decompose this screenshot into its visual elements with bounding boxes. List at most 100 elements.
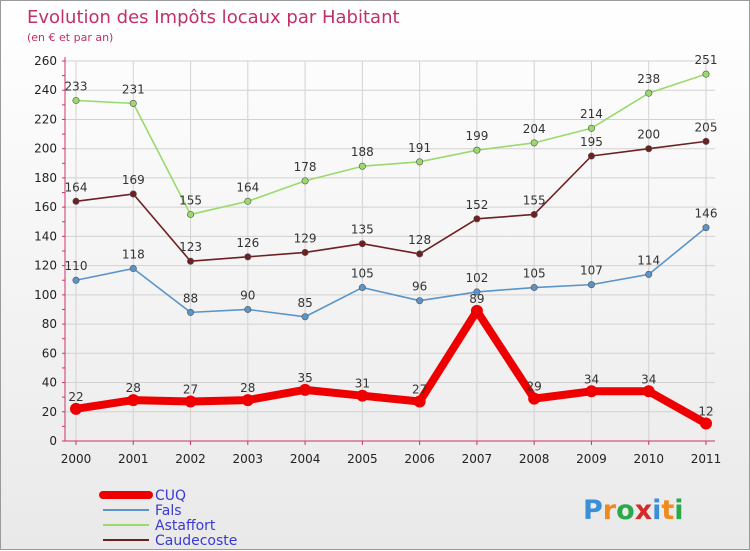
point-astaffort-2004: [301, 177, 309, 185]
point-astaffort-2010: [645, 89, 653, 97]
data-label-caudecoste-2001: 169: [122, 173, 145, 187]
y-tick-label-100: 100: [34, 288, 57, 302]
y-tick-label-160: 160: [34, 200, 57, 214]
data-label-caudecoste-2007: 152: [465, 198, 488, 212]
data-label-cuq-2001: 28: [126, 381, 141, 395]
data-label-astaffort-2001: 231: [122, 82, 145, 96]
x-tick-label-2006: 2006: [404, 452, 435, 466]
data-label-cuq-2010: 34: [641, 372, 656, 386]
data-label-cuq-2007: 89: [469, 292, 484, 306]
data-label-astaffort-2008: 204: [523, 122, 546, 136]
y-tick-label-200: 200: [34, 142, 57, 156]
data-label-caudecoste-2006: 128: [408, 233, 431, 247]
x-tick-label-2009: 2009: [576, 452, 607, 466]
data-label-astaffort-2007: 199: [465, 129, 488, 143]
legend-label-cuq: CUQ: [155, 488, 186, 504]
point-cuq-2009: [585, 385, 598, 398]
point-astaffort-2003: [244, 197, 252, 205]
data-label-cuq-2006: 27: [412, 383, 427, 397]
logo-letter: i: [652, 495, 661, 526]
point-astaffort-2011: [702, 70, 710, 78]
chart-title: Evolution des Impôts locaux par Habitant: [27, 7, 400, 28]
data-label-fals-2008: 105: [523, 267, 546, 281]
gridlines: [65, 60, 715, 442]
point-cuq-2000: [70, 402, 82, 415]
y-tick-label-180: 180: [34, 171, 57, 185]
data-label-fals-2010: 114: [637, 253, 660, 267]
data-label-fals-2006: 96: [412, 280, 427, 294]
point-caudecoste-2001: [129, 190, 137, 198]
point-cuq-2005: [356, 389, 369, 402]
data-label-fals-2009: 107: [580, 264, 603, 278]
data-label-fals-2003: 90: [240, 288, 255, 302]
data-label-caudecoste-2011: 205: [695, 120, 718, 134]
point-fals-2010: [645, 270, 653, 278]
chart-subtitle: (en € et par an): [27, 31, 113, 44]
point-cuq-2006: [413, 395, 426, 408]
point-astaffort-2001: [129, 99, 137, 107]
point-astaffort-2000: [72, 96, 80, 104]
point-fals-2009: [587, 281, 595, 289]
data-label-cuq-2005: 31: [355, 377, 370, 391]
data-label-astaffort-2000: 233: [65, 79, 88, 93]
data-label-fals-2007: 102: [465, 271, 488, 285]
y-tick-label-0: 0: [49, 434, 57, 448]
point-astaffort-2007: [473, 146, 481, 154]
y-tick-label-260: 260: [34, 54, 57, 68]
point-caudecoste-2009: [587, 152, 595, 160]
data-label-caudecoste-2008: 155: [523, 193, 546, 207]
point-caudecoste-2007: [473, 215, 481, 223]
data-label-fals-2011: 146: [695, 207, 718, 221]
point-cuq-2007: [470, 304, 483, 317]
point-fals-2004: [301, 313, 309, 321]
y-tick-label-240: 240: [34, 83, 57, 97]
series-line-caudecoste: [75, 140, 707, 263]
data-label-fals-2001: 118: [122, 248, 145, 262]
logo-letter: o: [616, 495, 635, 526]
x-tick-label-2002: 2002: [175, 452, 206, 466]
point-fals-2006: [416, 297, 424, 305]
data-labels: 233 231 155 164 178 188 191 199 204 214 238 251 164 1…: [65, 53, 718, 418]
axes: 0 20 40 60 80 100 120 140 160 180 200 220 240 260 2000…: [34, 54, 721, 466]
legend-label-fals: Fals: [155, 503, 182, 519]
logo-letter: i: [674, 495, 683, 526]
point-caudecoste-2010: [645, 145, 653, 153]
point-astaffort-2005: [358, 162, 366, 170]
x-tick-label-2008: 2008: [519, 452, 550, 466]
data-label-cuq-2011: 12: [698, 404, 713, 418]
x-tick-label-2007: 2007: [462, 452, 493, 466]
data-label-astaffort-2004: 178: [294, 160, 317, 174]
logo-letter: P: [583, 495, 603, 526]
data-label-caudecoste-2002: 123: [179, 240, 202, 254]
point-cuq-2010: [642, 385, 655, 398]
point-fals-2008: [530, 284, 538, 292]
logo-letter: r: [603, 495, 617, 526]
data-label-caudecoste-2000: 164: [65, 180, 88, 194]
data-label-caudecoste-2009: 195: [580, 135, 603, 149]
data-label-fals-2000: 110: [65, 259, 88, 273]
point-astaffort-2002: [187, 210, 195, 218]
point-caudecoste-2000: [72, 197, 80, 205]
data-label-astaffort-2002: 155: [179, 193, 202, 207]
point-caudecoste-2002: [187, 257, 195, 265]
y-tick-label-140: 140: [34, 229, 57, 243]
data-label-cuq-2003: 28: [240, 381, 255, 395]
point-caudecoste-2003: [244, 253, 252, 261]
point-caudecoste-2004: [301, 248, 309, 256]
point-caudecoste-2008: [530, 210, 538, 218]
data-label-astaffort-2010: 238: [637, 72, 660, 86]
point-cuq-2003: [241, 394, 254, 407]
point-cuq-2004: [299, 383, 312, 396]
point-caudecoste-2011: [702, 137, 710, 145]
point-cuq-2001: [127, 394, 140, 407]
point-caudecoste-2006: [416, 250, 424, 258]
data-label-fals-2005: 105: [351, 267, 374, 281]
y-tick-label-40: 40: [42, 376, 57, 390]
series-line-cuq: [72, 306, 710, 428]
data-label-caudecoste-2003: 126: [236, 236, 259, 250]
data-label-fals-2002: 88: [183, 291, 198, 305]
legend-label-caudecoste: Caudecoste: [155, 533, 237, 549]
proxiti-logo: Proxiti: [583, 495, 684, 526]
data-label-caudecoste-2004: 129: [294, 231, 317, 245]
data-label-cuq-2008: 29: [527, 380, 542, 394]
